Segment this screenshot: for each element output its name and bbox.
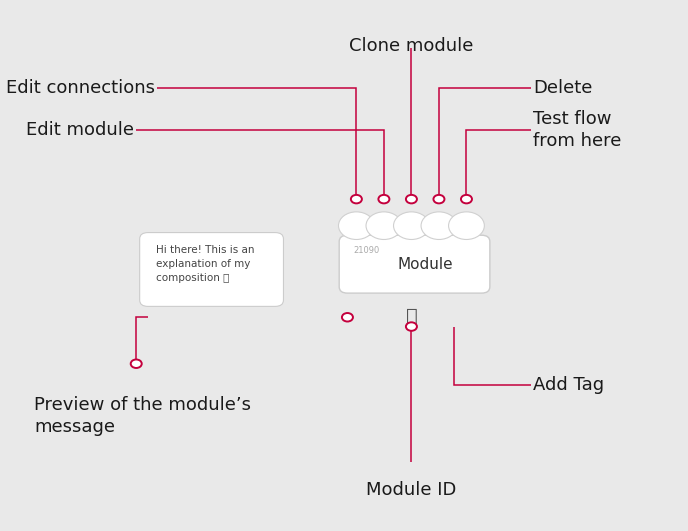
Circle shape — [378, 195, 389, 203]
Circle shape — [351, 195, 362, 203]
Text: Edit connections: Edit connections — [6, 79, 155, 97]
Circle shape — [342, 313, 353, 321]
Text: Add Tag: Add Tag — [533, 376, 604, 394]
Text: Module: Module — [398, 256, 453, 272]
Text: Test flow
from here: Test flow from here — [533, 110, 621, 150]
Circle shape — [394, 212, 429, 239]
Text: Clone module: Clone module — [350, 37, 473, 55]
Circle shape — [131, 359, 142, 368]
Circle shape — [366, 212, 402, 239]
Circle shape — [421, 212, 457, 239]
Circle shape — [461, 195, 472, 203]
Circle shape — [338, 212, 374, 239]
Text: Module ID: Module ID — [366, 481, 457, 499]
Circle shape — [406, 322, 417, 331]
FancyBboxPatch shape — [339, 235, 490, 293]
Text: ⬧: ⬧ — [405, 306, 418, 326]
Text: 21090: 21090 — [353, 246, 379, 255]
Circle shape — [449, 212, 484, 239]
Text: Preview of the module’s
message: Preview of the module’s message — [34, 396, 251, 436]
FancyBboxPatch shape — [140, 233, 283, 306]
Text: Edit module: Edit module — [26, 121, 134, 139]
Circle shape — [406, 195, 417, 203]
Text: Delete: Delete — [533, 79, 592, 97]
Circle shape — [433, 195, 444, 203]
Text: Hi there! This is an
explanation of my
composition 🦌: Hi there! This is an explanation of my c… — [156, 245, 255, 284]
